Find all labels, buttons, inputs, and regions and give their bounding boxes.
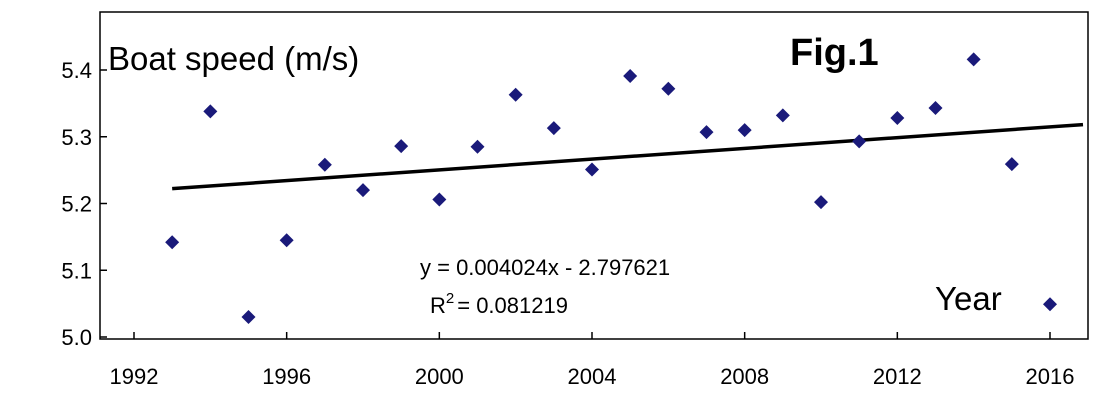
x-axis-label: Year <box>935 280 1002 317</box>
data-point <box>432 192 447 207</box>
y-tick-label: 5.3 <box>61 125 92 150</box>
data-point <box>585 162 599 177</box>
y-tick-label: 5.1 <box>61 258 92 283</box>
trendline <box>172 122 1084 191</box>
x-tick-label: 1996 <box>262 364 311 389</box>
data-point <box>470 139 485 154</box>
trendline-equation: y = 0.004024x - 2.797621 <box>420 255 670 280</box>
data-point <box>356 183 370 198</box>
data-point <box>394 139 409 154</box>
data-point <box>814 195 828 210</box>
data-point <box>241 309 256 324</box>
data-point <box>279 233 294 248</box>
data-point <box>165 235 180 250</box>
y-tick-label: 5.0 <box>61 325 92 350</box>
r-squared-superscript: 2 <box>446 290 454 307</box>
x-tick-label: 2016 <box>1026 364 1075 389</box>
x-tick-label: 2012 <box>873 364 922 389</box>
x-tick-label: 1992 <box>110 364 159 389</box>
x-tick-label: 2004 <box>568 364 617 389</box>
y-axis-label: Boat speed (m/s) <box>108 40 359 77</box>
y-tick-label: 5.2 <box>61 192 92 217</box>
data-point <box>203 104 218 119</box>
data-point <box>852 134 867 149</box>
r-squared-label: R2 = 0.081219 <box>430 290 568 318</box>
r-squared-prefix: R <box>430 293 446 318</box>
y-tick-label: 5.4 <box>61 58 92 83</box>
plot-frame <box>99 11 1089 340</box>
data-point <box>737 123 752 138</box>
data-point <box>775 108 790 123</box>
x-tick-label: 2000 <box>415 364 464 389</box>
data-point <box>966 52 981 67</box>
data-point <box>928 101 943 116</box>
r-squared-value: = 0.081219 <box>457 293 568 318</box>
data-point <box>546 121 561 136</box>
data-point <box>1043 297 1057 312</box>
data-point <box>317 157 332 172</box>
chart-title: Fig.1 <box>790 32 879 74</box>
data-point <box>623 69 638 84</box>
data-point <box>699 125 714 140</box>
data-point <box>508 87 523 102</box>
data-point <box>890 111 905 126</box>
data-point <box>661 81 676 96</box>
data-point <box>1004 157 1019 172</box>
x-tick-label: 2008 <box>720 364 769 389</box>
